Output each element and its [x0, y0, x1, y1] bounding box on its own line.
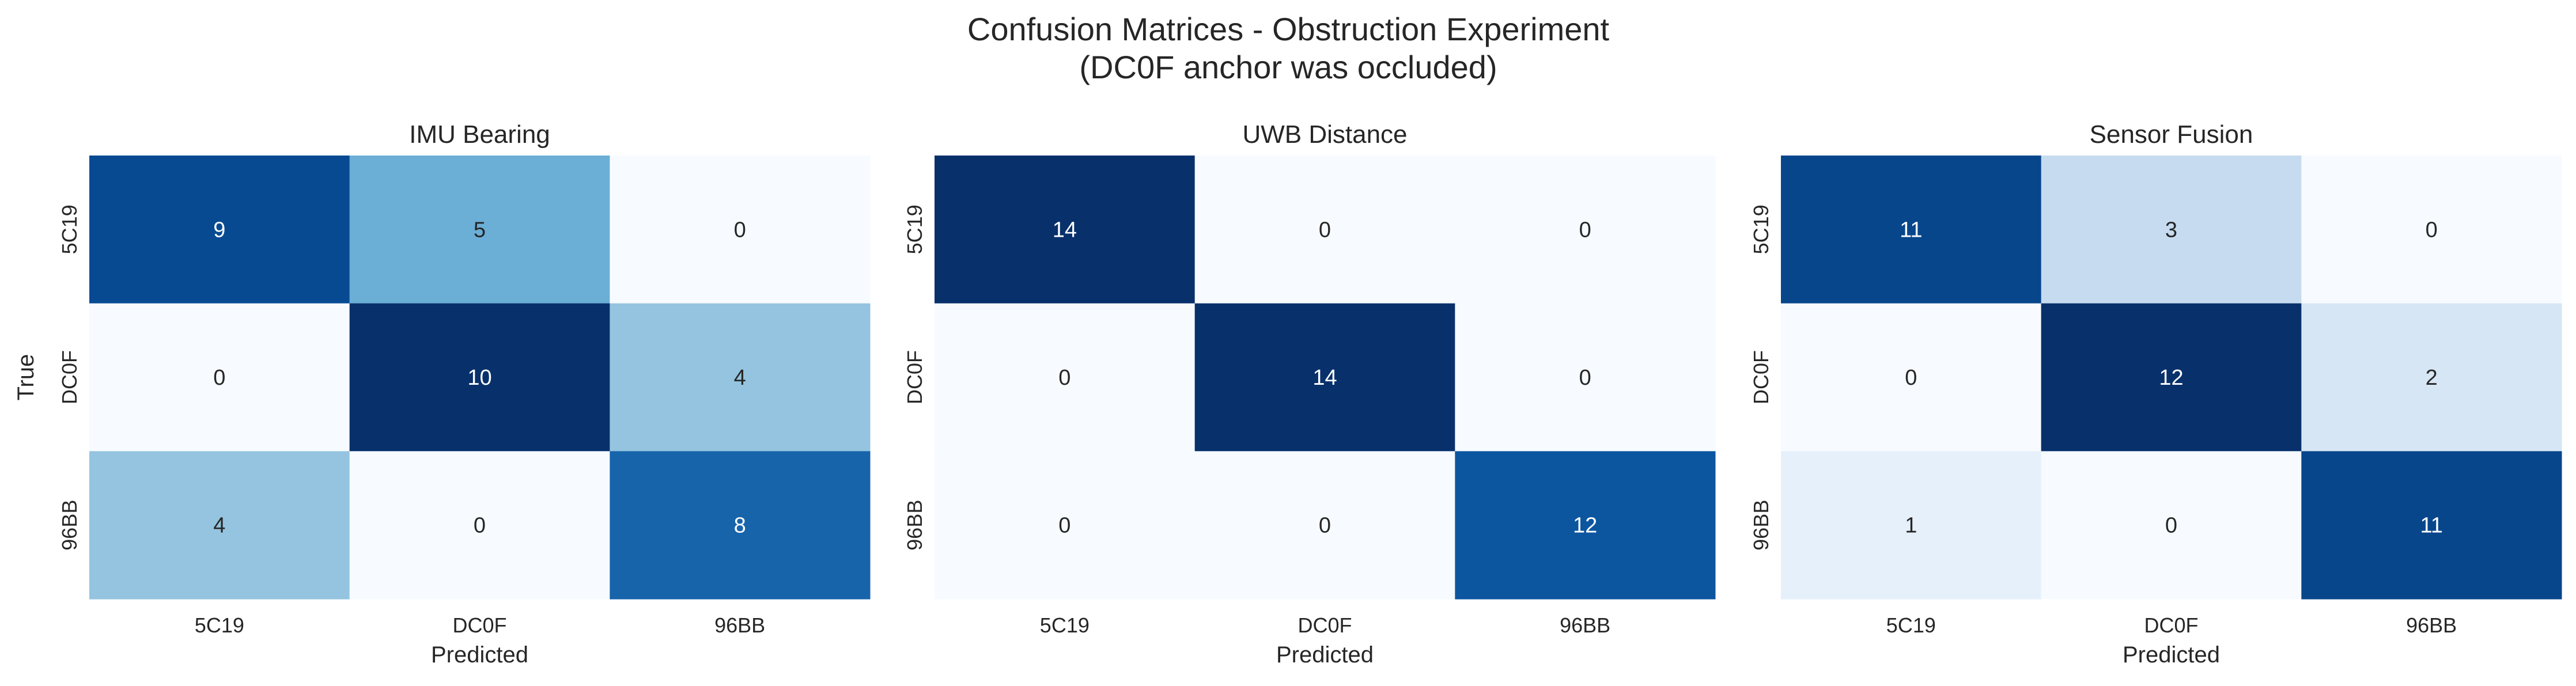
cell-value-label: 12 [1573, 514, 1597, 538]
cell-value-label: 10 [467, 366, 491, 390]
cell-value-label: 0 [734, 218, 746, 242]
heatmap-panel: IMU Bearing 9 5 0 0 10 4 4 0 8 5C19 DC0F 96BB 5C19 DC0… [13, 120, 871, 668]
cell-value-label: 8 [734, 514, 746, 538]
cell-value-label: 1 [1905, 514, 1917, 538]
cell-value-label: 0 [474, 514, 486, 538]
heatmap-cell [1455, 451, 1716, 600]
heatmap-cell [1194, 451, 1455, 600]
heatmap-cell [935, 303, 1196, 452]
heatmap-panel: Sensor Fusion 11 3 0 0 12 2 1 0 11 5C19 DC0F 96BB 5C1… [1749, 120, 2562, 668]
cell-value-label: 0 [213, 366, 225, 390]
heatmap-cell [2041, 451, 2302, 600]
heatmap-cell [89, 303, 350, 452]
heatmap-cell [935, 156, 1196, 304]
heatmap-cell [349, 303, 610, 452]
heatmap-cell [610, 451, 871, 600]
cell-value-label: 0 [1579, 218, 1591, 242]
cell-value-label: 11 [1900, 218, 1922, 242]
x-tick-label: 5C19 [1040, 613, 1090, 637]
cell-value-label: 14 [1053, 218, 1077, 242]
y-tick-label: 5C19 [58, 204, 81, 254]
y-tick-label: DC0F [1749, 350, 1773, 404]
cell-value-label: 14 [1312, 366, 1337, 390]
cell-value-label: 9 [213, 218, 225, 242]
heatmap-cell [2041, 303, 2302, 452]
cell-value-label: 0 [1905, 366, 1917, 390]
heatmap-cell [935, 451, 1196, 600]
x-axis-label: Predicted [2123, 642, 2220, 668]
cell-value-label: 0 [1058, 514, 1071, 538]
heatmap-cell [1455, 156, 1716, 304]
x-tick-label: DC0F [2144, 613, 2198, 637]
figure-title: Confusion Matrices - Obstruction Experim… [967, 11, 1610, 47]
cell-value-label: 0 [1319, 218, 1331, 242]
heatmap-cell [1455, 303, 1716, 452]
cell-value-label: 0 [1579, 366, 1591, 390]
heatmap-panel: UWB Distance 14 0 0 0 14 0 0 0 12 5C19 DC0F 96BB 5C19… [903, 120, 1716, 668]
y-tick-label: 96BB [1749, 500, 1773, 551]
heatmap-cell [349, 156, 610, 304]
panel-title: IMU Bearing [409, 120, 550, 149]
cell-value-label: 0 [2165, 514, 2177, 538]
heatmap-cell [349, 451, 610, 600]
cell-value-label: 0 [1058, 366, 1071, 390]
heatmap-cell [1781, 156, 2042, 304]
cell-value-label: 0 [1319, 514, 1331, 538]
x-tick-label: DC0F [452, 613, 506, 637]
x-tick-label: DC0F [1298, 613, 1352, 637]
x-axis-label: Predicted [1276, 642, 1374, 668]
cell-value-label: 3 [2165, 218, 2177, 242]
figure-subtitle: (DC0F anchor was occluded) [1079, 49, 1497, 85]
heatmap-cell [1194, 303, 1455, 452]
heatmap-cell [89, 156, 350, 304]
x-tick-label: 5C19 [195, 613, 244, 637]
heatmap-cell [2301, 303, 2562, 452]
heatmap-cell [610, 156, 871, 304]
x-tick-label: 96BB [1560, 613, 1610, 637]
panel-title: Sensor Fusion [2090, 120, 2253, 149]
x-axis-label: Predicted [431, 642, 528, 668]
heatmap-cell [610, 303, 871, 452]
panel-title: UWB Distance [1242, 120, 1407, 149]
heatmap-cell [2301, 156, 2562, 304]
heatmap-cell [1781, 303, 2042, 452]
heatmap-cell [2041, 156, 2302, 304]
y-tick-label: DC0F [58, 350, 81, 404]
heatmap-cell [2301, 451, 2562, 600]
heatmap-cell [1781, 451, 2042, 600]
y-tick-label: DC0F [903, 350, 926, 404]
y-axis-label: True [13, 354, 39, 401]
x-tick-label: 96BB [714, 613, 765, 637]
cell-value-label: 11 [2420, 514, 2442, 538]
heatmap-cell [89, 451, 350, 600]
heatmap-cell [1194, 156, 1455, 304]
cell-value-label: 4 [213, 514, 225, 538]
cell-value-label: 5 [474, 218, 486, 242]
cell-value-label: 12 [2159, 366, 2183, 390]
cell-value-label: 0 [2426, 218, 2438, 242]
cell-value-label: 2 [2426, 366, 2438, 390]
y-tick-label: 96BB [58, 500, 81, 551]
cell-value-label: 4 [734, 366, 746, 390]
y-tick-label: 96BB [903, 500, 926, 551]
y-tick-label: 5C19 [1749, 204, 1773, 254]
x-tick-label: 96BB [2406, 613, 2457, 637]
y-tick-label: 5C19 [903, 204, 926, 254]
x-tick-label: 5C19 [1886, 613, 1936, 637]
